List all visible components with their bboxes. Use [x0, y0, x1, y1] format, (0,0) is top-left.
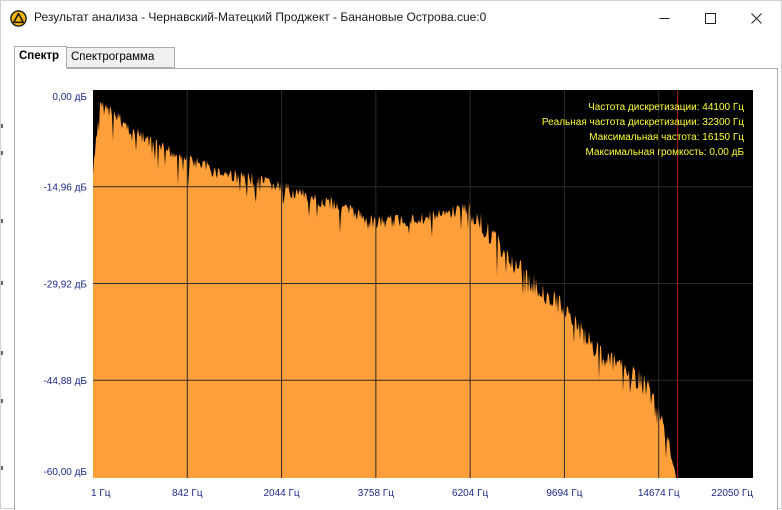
app-logo-icon	[10, 10, 27, 27]
y-axis-tick-label: 0,00 дБ	[52, 92, 87, 103]
info-max-frequency: Максимальная частота: 16150 Гц	[589, 132, 744, 143]
y-axis-tick-label: -14,96 дБ	[43, 183, 87, 194]
x-axis-tick-label: 842 Гц	[172, 488, 203, 499]
spectrum-area	[93, 101, 678, 478]
close-icon	[750, 12, 762, 24]
minimize-button[interactable]	[641, 1, 687, 35]
x-axis-tick-label: 6204 Гц	[452, 488, 488, 499]
x-axis-tick-label: 9694 Гц	[546, 488, 582, 499]
tab-spectrum[interactable]: Спектр	[14, 46, 67, 69]
y-axis-tick-label: -44,88 дБ	[43, 376, 87, 387]
info-max-loudness: Максимальная громкость: 0,00 дБ	[585, 147, 744, 158]
x-axis-tick-label: 22050 Гц	[711, 488, 753, 499]
x-axis-tick-label: 1 Гц	[91, 488, 111, 499]
tab-spectrogram[interactable]: Спектрограмма	[67, 47, 175, 68]
grid-lines	[93, 90, 753, 478]
close-button[interactable]	[733, 1, 779, 35]
info-real-sample-rate: Реальная частота дискретизации: 32300 Гц	[542, 117, 744, 128]
x-axis-tick-label: 2044 Гц	[263, 488, 299, 499]
x-axis-tick-label: 14674 Гц	[638, 488, 680, 499]
info-sample-rate: Частота дискретизации: 44100 Гц	[588, 102, 744, 113]
maximize-button[interactable]	[687, 1, 733, 35]
background-window-edge	[1, 69, 6, 510]
y-axis-tick-label: -29,92 дБ	[43, 279, 87, 290]
title-bar[interactable]: Результат анализа - Чернавский-Матецкий …	[1, 1, 781, 35]
maximize-icon	[704, 12, 716, 24]
window-title: Результат анализа - Чернавский-Матецкий …	[34, 10, 487, 24]
minimize-icon	[659, 17, 669, 19]
y-axis-tick-label: -60,00 дБ	[43, 467, 87, 478]
x-axis-tick-label: 3758 Гц	[358, 488, 394, 499]
